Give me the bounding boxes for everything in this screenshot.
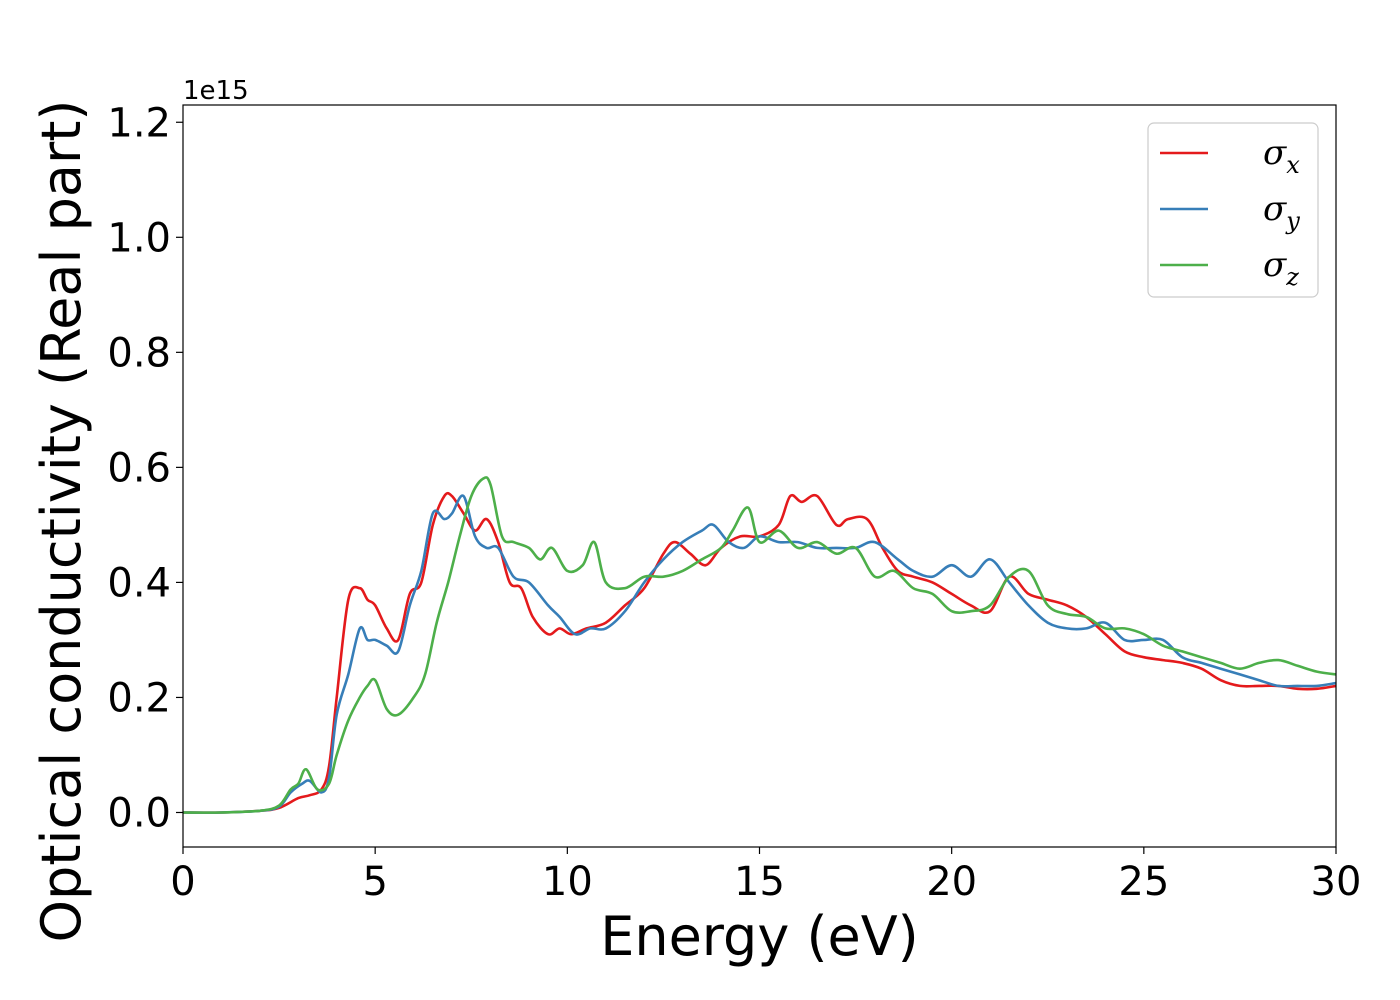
y-axis-offset-label: 1e15	[183, 76, 249, 106]
x-axis-title: Energy (eV)	[600, 905, 919, 968]
y-tick-label: 0.0	[107, 790, 171, 836]
y-axis-title: Optical conductivity (Real part)	[30, 100, 93, 943]
y-tick-label: 0.6	[107, 445, 171, 491]
x-tick-label: 25	[1118, 859, 1169, 905]
x-tick-label: 20	[926, 859, 977, 905]
y-tick-label: 1.2	[107, 100, 171, 146]
x-tick-label: 5	[362, 859, 387, 905]
y-tick-label: 0.8	[107, 330, 171, 376]
y-tick-label: 0.2	[107, 675, 171, 721]
legend-label-y: σy	[1263, 189, 1300, 235]
y-tick-label: 0.4	[107, 560, 171, 606]
plot-area-frame	[182, 104, 1337, 848]
series-line-y	[183, 494, 1336, 814]
series-line-z	[183, 476, 1336, 814]
y-tick-label: 1.0	[107, 215, 171, 261]
series-line-x	[183, 491, 1336, 814]
legend-box	[1147, 122, 1319, 298]
legend-label-x: σx	[1263, 133, 1300, 179]
x-tick-label: 30	[1311, 859, 1362, 905]
legend: σx σy σz	[1147, 122, 1319, 298]
x-tick-label: 0	[170, 859, 195, 905]
series-layer	[183, 476, 1336, 814]
ticks-layer: 0 5 10 15 20 25 30 0.0 0.2 0.4 0.6 0.8 1.0 1.2	[107, 100, 1361, 905]
x-tick-label: 10	[542, 859, 593, 905]
legend-label-z: σz	[1263, 245, 1299, 291]
x-tick-label: 15	[734, 859, 785, 905]
